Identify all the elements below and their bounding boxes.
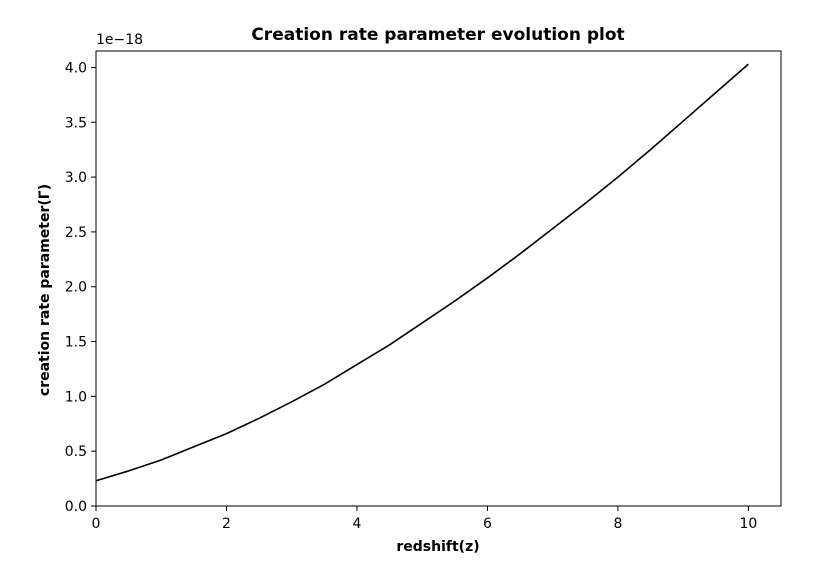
y-axis-offset-label: 1e−18: [96, 32, 143, 48]
y-axis-label: creation rate parameter(Γ): [37, 184, 53, 396]
x-axis-ticks: 0 2 4 6 8 10: [92, 506, 757, 532]
series-line: [95, 63, 749, 482]
x-tick-label: 0: [92, 516, 101, 532]
y-tick-label: 2.0: [65, 280, 87, 296]
y-tick-label: 1.5: [65, 335, 87, 351]
y-axis-ticks: 0.0 0.5 1.0 1.5 2.0 2.5 3.0 3.5 4.0: [65, 60, 96, 515]
plot-frame: [95, 50, 782, 507]
x-tick-label: 10: [739, 516, 757, 532]
x-tick-label: 4: [352, 516, 361, 532]
plot-area: [95, 63, 749, 482]
y-tick-label: 1.0: [65, 389, 87, 405]
x-tick-label: 8: [613, 516, 622, 532]
y-tick-label: 3.5: [65, 115, 87, 131]
y-tick-label: 0.5: [65, 444, 87, 460]
x-tick-label: 2: [222, 516, 231, 532]
y-tick-label: 4.0: [65, 60, 87, 76]
chart-title: Creation rate parameter evolution plot: [251, 25, 624, 45]
x-tick-label: 6: [483, 516, 492, 532]
y-tick-label: 0.0: [65, 499, 87, 515]
y-tick-label: 3.0: [65, 170, 87, 186]
y-tick-label: 2.5: [65, 225, 87, 241]
x-axis-label: redshift(z): [396, 539, 479, 555]
